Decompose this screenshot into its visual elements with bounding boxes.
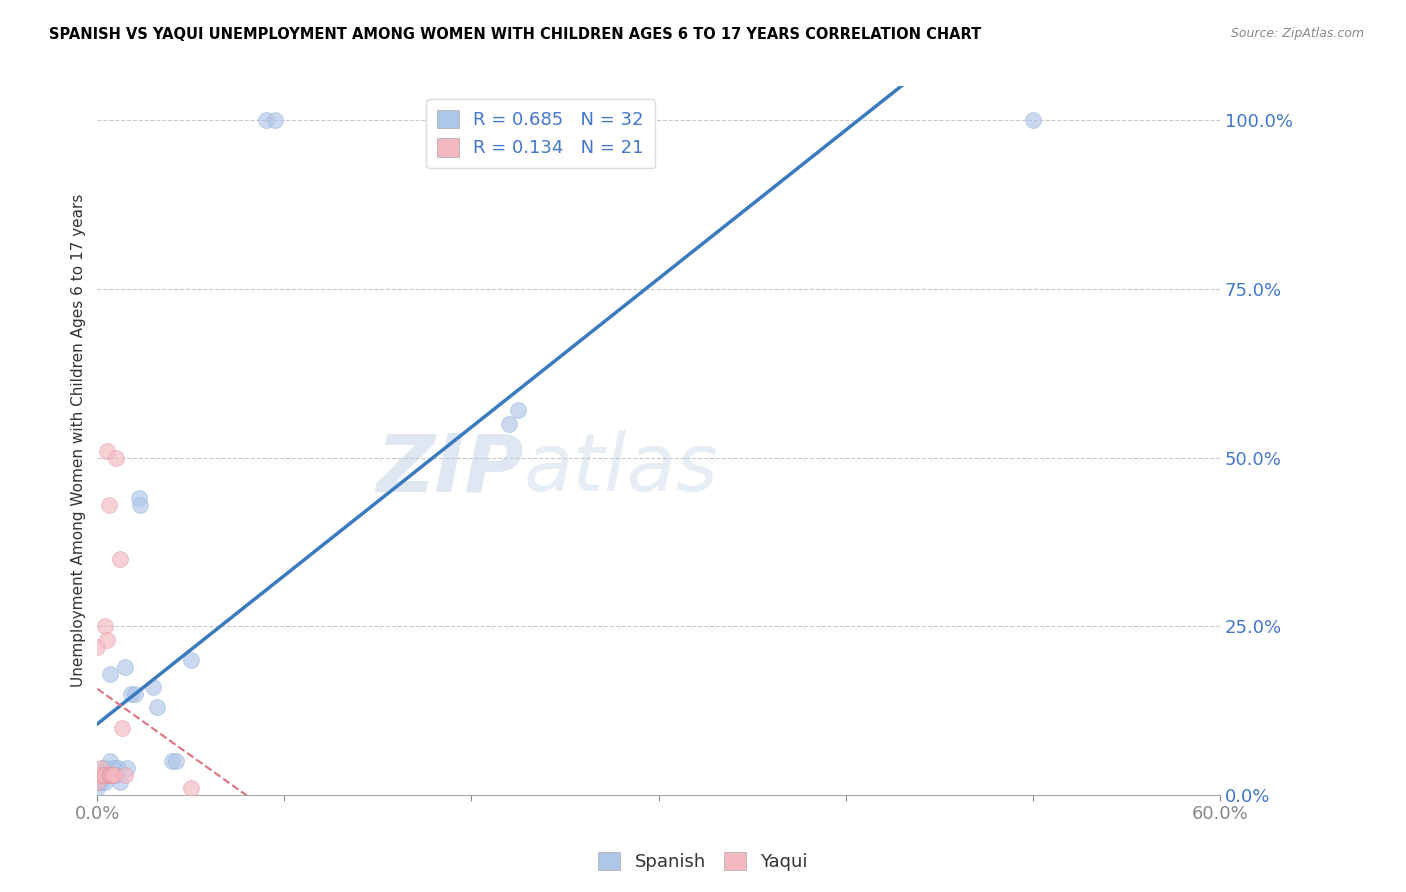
Point: [117, 761, 139, 775]
Point: [100, 754, 122, 768]
Point: [105, 768, 128, 782]
Point: [86, 774, 108, 789]
Point: [89, 768, 111, 782]
Text: SPANISH VS YAQUI UNEMPLOYMENT AMONG WOMEN WITH CHILDREN AGES 6 TO 17 YEARS CORRE: SPANISH VS YAQUI UNEMPLOYMENT AMONG WOME…: [49, 27, 981, 42]
Point: [101, 768, 124, 782]
Point: [96, 761, 118, 775]
Point: [96, 632, 118, 647]
Point: [160, 754, 183, 768]
Point: [128, 491, 150, 505]
Point: [86, 640, 108, 654]
Point: [97, 498, 120, 512]
Point: [146, 700, 169, 714]
Point: [100, 666, 122, 681]
Point: [180, 781, 202, 796]
Point: [86, 781, 108, 796]
Point: [142, 680, 165, 694]
Point: [264, 113, 287, 128]
Point: [103, 761, 125, 775]
Point: [105, 450, 128, 465]
Point: [100, 768, 122, 782]
Point: [120, 687, 142, 701]
Point: [124, 687, 146, 701]
Point: [90, 774, 112, 789]
Point: [108, 551, 131, 566]
Point: [101, 768, 124, 782]
Point: [91, 768, 114, 782]
Point: [114, 768, 136, 782]
Point: [498, 417, 520, 431]
Point: [508, 403, 530, 417]
Y-axis label: Unemployment Among Women with Children Ages 6 to 17 years: Unemployment Among Women with Children A…: [72, 194, 86, 688]
Point: [94, 768, 117, 782]
Point: [96, 443, 118, 458]
Point: [97, 768, 120, 782]
Text: ZIP: ZIP: [377, 430, 524, 508]
Text: Source: ZipAtlas.com: Source: ZipAtlas.com: [1230, 27, 1364, 40]
Point: [108, 774, 131, 789]
Point: [1021, 113, 1043, 128]
Point: [90, 761, 112, 775]
Point: [96, 768, 118, 782]
Text: atlas: atlas: [524, 430, 718, 508]
Legend: Spanish, Yaqui: Spanish, Yaqui: [592, 845, 814, 879]
Point: [165, 754, 187, 768]
Point: [91, 768, 114, 782]
Point: [89, 774, 111, 789]
Legend: R = 0.685   N = 32, R = 0.134   N = 21: R = 0.685 N = 32, R = 0.134 N = 21: [426, 99, 655, 169]
Point: [107, 761, 129, 775]
Point: [94, 774, 117, 789]
Point: [114, 660, 136, 674]
Point: [129, 498, 152, 512]
Point: [91, 761, 114, 775]
Point: [94, 619, 117, 633]
Point: [100, 768, 122, 782]
Point: [103, 768, 125, 782]
Point: [254, 113, 277, 128]
Point: [101, 768, 124, 782]
Point: [180, 653, 202, 667]
Point: [111, 721, 134, 735]
Point: [97, 768, 120, 782]
